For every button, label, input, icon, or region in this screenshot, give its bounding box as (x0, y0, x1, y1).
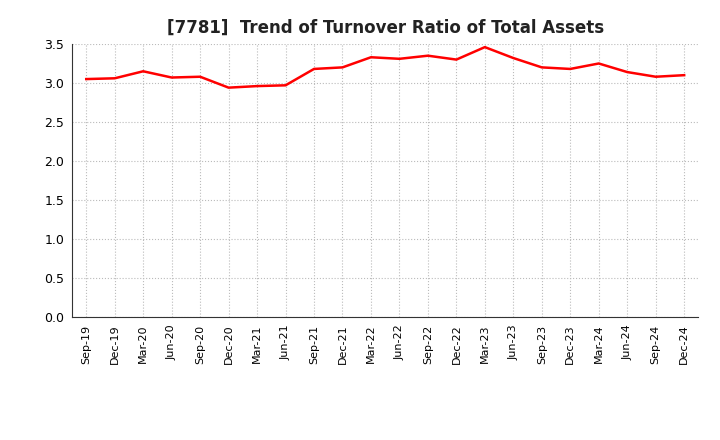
Title: [7781]  Trend of Turnover Ratio of Total Assets: [7781] Trend of Turnover Ratio of Total … (166, 19, 604, 37)
